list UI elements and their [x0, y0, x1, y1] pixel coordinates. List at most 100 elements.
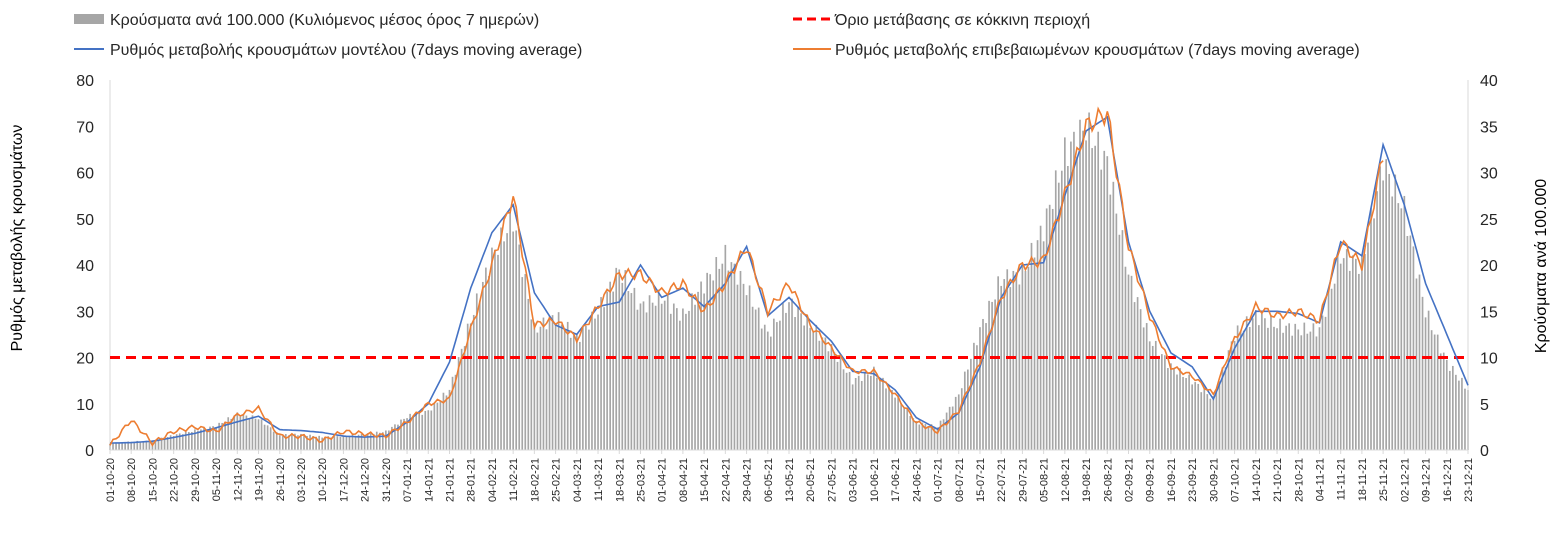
legend: Κρούσματα ανά 100.000 (Κυλιόμενος μέσος …: [74, 12, 1360, 59]
bar-cases: [575, 334, 578, 450]
bar-cases: [900, 403, 902, 450]
bar-cases: [921, 422, 924, 450]
bar-cases: [579, 341, 581, 450]
bar-cases: [524, 274, 527, 450]
bar-cases: [1154, 340, 1157, 450]
bar-cases: [1182, 376, 1184, 450]
bar-cases: [209, 426, 211, 450]
x-tick-label: 06-05-21: [763, 458, 775, 502]
bar-cases: [394, 424, 396, 450]
bar-cases: [1400, 208, 1403, 450]
x-tick-label: 26-08-21: [1102, 458, 1114, 502]
bar-cases: [603, 307, 605, 450]
x-tick-label: 07-01-21: [402, 458, 414, 502]
bar-cases: [1355, 258, 1357, 450]
x-tick-label: 04-02-21: [487, 458, 499, 502]
bar-cases: [203, 427, 205, 450]
y-tick-left: 80: [76, 73, 94, 90]
bar-cases: [375, 431, 378, 450]
bar-cases: [1136, 297, 1139, 450]
bar-cases: [588, 329, 590, 450]
bar-cases: [512, 231, 514, 450]
bar-cases: [1033, 257, 1036, 450]
bar-cases: [585, 325, 587, 450]
x-tick-label: 21-01-21: [445, 458, 457, 502]
bar-cases: [1367, 242, 1369, 450]
bar-cases: [636, 309, 639, 450]
x-tick-label: 03-06-21: [848, 458, 860, 502]
bar-cases: [842, 369, 845, 450]
bar-cases: [254, 418, 257, 450]
bar-cases: [712, 280, 715, 450]
bar-cases: [1403, 195, 1406, 450]
bar-cases: [200, 429, 202, 450]
bar-cases: [1109, 194, 1112, 450]
bar-cases: [412, 416, 414, 450]
bar-cases: [706, 272, 708, 450]
bar-cases: [378, 432, 381, 450]
bar-cases: [967, 369, 969, 450]
x-tick-label: 07-10-21: [1230, 458, 1242, 502]
bar-cases: [885, 388, 887, 450]
bar-cases: [1376, 191, 1378, 450]
x-tick-label: 25-02-21: [551, 458, 563, 502]
bar-cases: [418, 411, 421, 450]
bar-cases: [1145, 323, 1148, 450]
bar-cases: [1433, 334, 1436, 450]
y-tick-right: 20: [1480, 258, 1498, 275]
bar-cases: [327, 436, 330, 450]
x-tick-label: 08-07-21: [954, 458, 966, 502]
x-tick-label: 08-04-21: [678, 458, 690, 502]
bar-cases: [551, 315, 554, 450]
bar-cases: [642, 301, 645, 450]
bar-cases: [194, 429, 196, 450]
bar-cases: [1188, 374, 1190, 450]
bar-cases: [1115, 213, 1118, 450]
line-series: [109, 106, 1469, 447]
y-axis-right-title: Κρούσματα ανά 100.000: [1533, 179, 1550, 353]
bar-cases: [206, 429, 208, 450]
bar-cases: [970, 358, 972, 450]
bar-cases: [806, 314, 809, 450]
bar-cases: [1264, 318, 1266, 450]
x-tick-label: 02-09-21: [1124, 458, 1136, 502]
bar-cases: [1394, 174, 1397, 451]
bar-cases: [1000, 285, 1003, 450]
bar-cases: [857, 375, 860, 450]
bar-cases: [694, 304, 696, 450]
bar-cases: [676, 308, 678, 450]
bar-cases: [633, 287, 636, 450]
bar-cases: [1321, 315, 1324, 450]
bar-cases: [488, 276, 490, 450]
bar-cases: [1276, 328, 1278, 450]
bar-cases: [1179, 368, 1181, 450]
bar-cases: [409, 413, 411, 450]
bar-cases: [454, 374, 457, 450]
bar-cases: [336, 436, 339, 450]
bar-cases: [1100, 169, 1103, 450]
x-tick-label: 28-01-21: [466, 458, 478, 502]
bar-cases: [1436, 334, 1439, 450]
bar-cases: [666, 295, 669, 450]
bar-cases: [1133, 302, 1136, 450]
bar-cases: [1254, 309, 1257, 450]
line-model: [109, 115, 1469, 444]
bar-cases: [1397, 203, 1400, 450]
bar-cases: [688, 310, 690, 450]
bar-cases: [436, 402, 439, 450]
x-tick-label: 26-11-20: [275, 458, 287, 501]
x-tick-label: 18-03-21: [614, 458, 626, 502]
bar-cases: [442, 392, 445, 450]
bar-cases: [251, 415, 254, 450]
bar-cases: [994, 299, 996, 450]
bar-cases: [1030, 242, 1033, 450]
bar-cases: [233, 415, 236, 450]
bar-cases: [609, 281, 611, 450]
bar-cases: [1379, 166, 1381, 450]
x-tick-label: 17-12-20: [338, 458, 350, 502]
bar-cases: [312, 435, 314, 450]
bar-cases: [157, 439, 160, 450]
bar-cases: [1342, 258, 1345, 450]
bar-cases: [1324, 316, 1327, 450]
bar-cases: [572, 335, 575, 450]
